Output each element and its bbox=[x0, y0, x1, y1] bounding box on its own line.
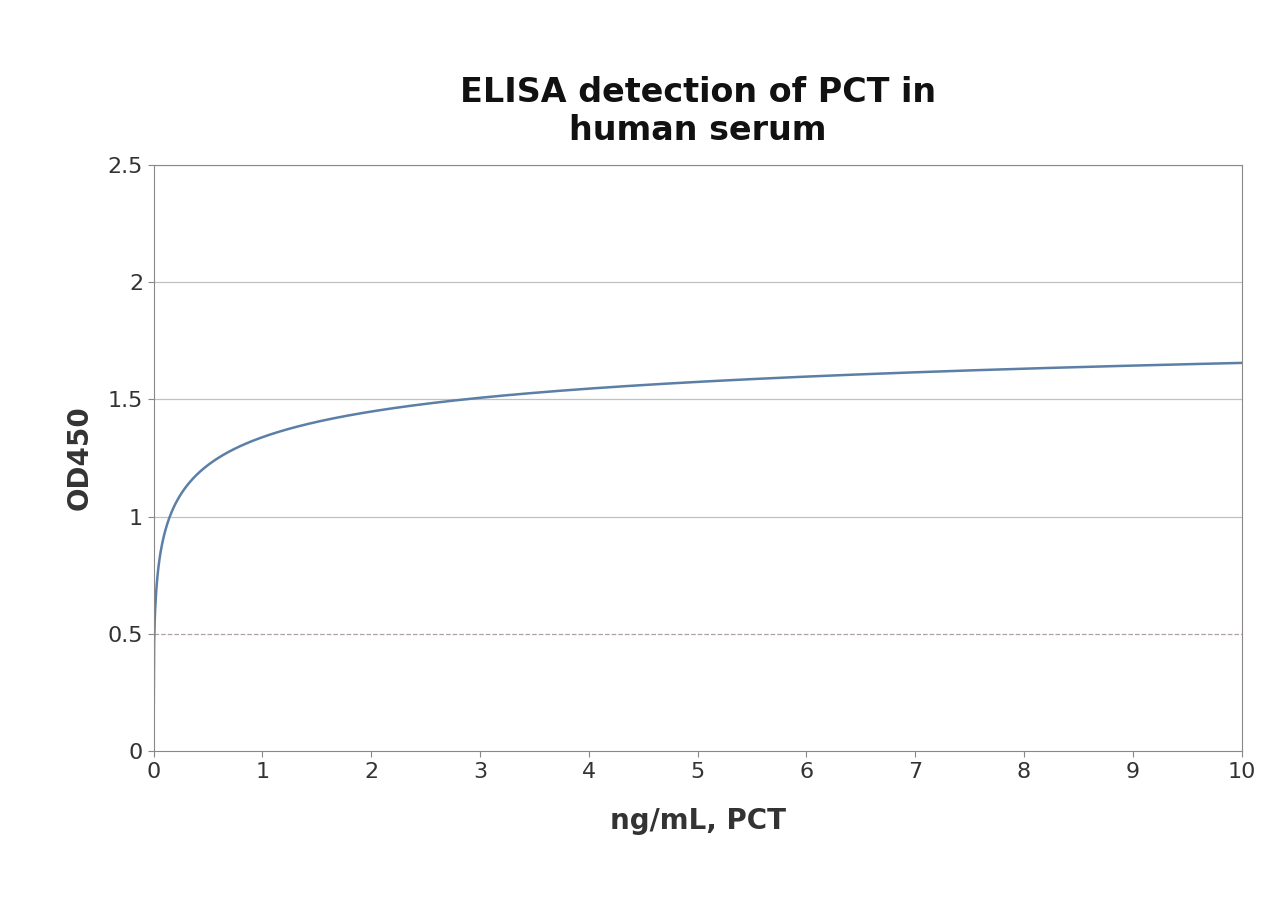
Y-axis label: OD450: OD450 bbox=[65, 406, 93, 510]
Title: ELISA detection of PCT in
human serum: ELISA detection of PCT in human serum bbox=[460, 76, 936, 147]
X-axis label: ng/mL, PCT: ng/mL, PCT bbox=[609, 806, 786, 834]
